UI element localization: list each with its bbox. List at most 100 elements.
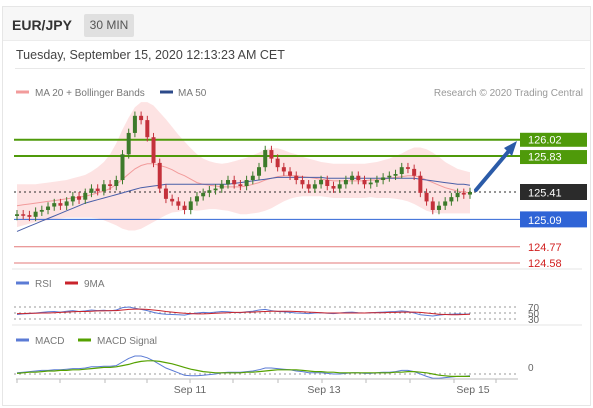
- x-axis-label: Sep 11: [174, 384, 207, 396]
- candle-body: [39, 209, 44, 212]
- macd-plot-area: 0: [14, 355, 534, 379]
- candle-body: [176, 201, 181, 206]
- candle-body: [412, 168, 417, 176]
- toolbar: EUR/JPY 30 MIN: [3, 7, 590, 41]
- divider: [15, 68, 585, 69]
- candle-body: [430, 201, 435, 210]
- rsi-level-label-70: 70: [528, 303, 540, 314]
- candle-body: [468, 192, 472, 195]
- price-tag-label-125.41: 125.41: [528, 188, 562, 200]
- candle-body: [306, 184, 311, 189]
- candle-body: [325, 180, 330, 187]
- candle-body: [126, 132, 131, 155]
- candle-body: [455, 192, 460, 198]
- candle-body: [319, 180, 324, 185]
- candle-body: [188, 201, 193, 210]
- candle-body: [21, 214, 26, 216]
- macd-signal-legend-label: MACD Signal: [97, 336, 157, 347]
- timeframe-button[interactable]: 30 MIN: [84, 14, 134, 37]
- candle-body: [15, 214, 19, 216]
- macd-line: [16, 355, 471, 379]
- candle-body: [238, 184, 243, 187]
- candle-body: [350, 175, 355, 181]
- candle-body: [145, 120, 150, 138]
- candle-body: [381, 177, 386, 181]
- price-tag-126.02: [520, 132, 587, 147]
- candle-body: [64, 201, 69, 206]
- candle-body: [337, 184, 342, 189]
- candle-body: [182, 205, 187, 210]
- candle-body: [244, 180, 249, 187]
- candle-body: [95, 188, 100, 192]
- candle-body: [288, 171, 293, 176]
- x-axis-label: Sep 13: [307, 384, 340, 396]
- rsi-ma-legend-label: 9MA: [84, 279, 105, 290]
- candle-body: [387, 175, 392, 178]
- level-label-124.58: 124.58: [528, 258, 562, 270]
- candle-body: [436, 205, 441, 210]
- candle-body: [368, 182, 373, 185]
- candle-body: [405, 167, 410, 169]
- candle-body: [393, 174, 398, 176]
- timestamp: Tuesday, September 15, 2020 12:13:23 AM …: [16, 48, 285, 62]
- candle-body: [461, 192, 466, 195]
- candle-body: [362, 180, 367, 185]
- candle-body: [275, 158, 280, 168]
- candle-body: [83, 192, 88, 200]
- candle-body: [163, 188, 168, 199]
- credit-text: Research © 2020 Trading Central: [434, 88, 583, 99]
- candle-body: [139, 115, 144, 121]
- candle-body: [101, 184, 106, 192]
- candle-body: [70, 196, 75, 202]
- candle-body: [108, 184, 113, 187]
- macd-signal-line: [16, 360, 470, 377]
- candle-body: [343, 180, 348, 185]
- candle-body: [114, 180, 119, 187]
- macd-legend-label: MACD: [35, 336, 64, 347]
- rsi-level-label-30: 30: [528, 315, 540, 326]
- ma20-line: [16, 163, 471, 207]
- candle-body: [424, 192, 429, 202]
- candle-body: [294, 175, 299, 181]
- forecast-arrow-shaft: [474, 150, 510, 192]
- candle-body: [418, 175, 423, 193]
- candle-body: [399, 167, 404, 175]
- price-tag-label-125.83: 125.83: [528, 152, 562, 164]
- candle-body: [132, 115, 137, 133]
- macd-level-label-0: 0: [528, 363, 534, 374]
- rsi-ma-line: [17, 308, 471, 316]
- candle-body: [201, 192, 206, 197]
- price-tag-125.83: [520, 150, 587, 165]
- x-axis: Sep 11 Sep 13 Sep 15: [16, 379, 497, 396]
- candle-body: [219, 184, 224, 189]
- candle-body: [33, 211, 38, 217]
- candle-body: [58, 203, 63, 206]
- level-label-124.77: 124.77: [528, 242, 562, 254]
- ma50-line: [16, 176, 471, 232]
- candle-body: [232, 180, 237, 185]
- candle-body: [207, 190, 212, 193]
- forecast-arrow-head: [504, 141, 517, 156]
- candle-body: [170, 198, 175, 202]
- candle-body: [300, 180, 305, 185]
- candle-body: [281, 167, 286, 172]
- price-tag-125.41: [520, 184, 587, 200]
- rsi-level-label-50: 50: [528, 309, 540, 320]
- candle-body: [257, 167, 262, 176]
- candle-body: [331, 186, 336, 189]
- candle-body: [374, 180, 379, 183]
- rsi-legend-label: RSI: [35, 279, 52, 290]
- candle-body: [356, 175, 361, 181]
- ma50-legend-label: MA 50: [178, 88, 207, 99]
- candle-body: [27, 215, 32, 217]
- candle-body: [443, 201, 448, 206]
- symbol-label: EUR/JPY: [12, 17, 72, 33]
- candle-body: [151, 137, 156, 163]
- candle-body: [194, 196, 199, 202]
- candle-body: [312, 184, 317, 189]
- candle-body: [263, 150, 268, 168]
- candle-body: [77, 196, 82, 200]
- x-axis-label: Sep 15: [456, 384, 489, 396]
